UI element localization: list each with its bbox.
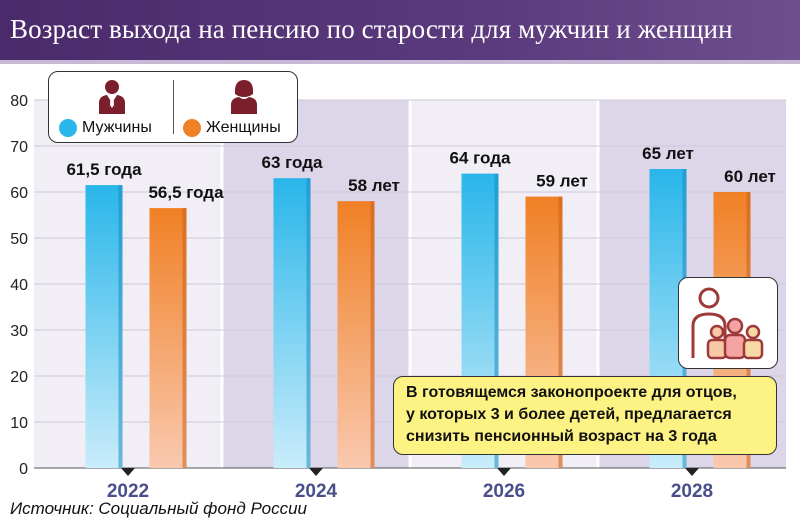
data-label-men-2026: 64 года [450, 149, 511, 168]
bar-women-2024 [337, 201, 375, 468]
legend-label-men: Мужчины [82, 119, 152, 136]
woman-icon [231, 80, 257, 114]
y-tick-label: 40 [10, 277, 28, 294]
x-category-label: 2028 [671, 481, 713, 502]
note-line-1: В готовящемся законопроекте для отцов, [406, 384, 737, 401]
x-tick-marker [121, 468, 135, 476]
bar-shade [558, 196, 563, 468]
title-bar: Возраст выхода на пенсию по старости для… [0, 0, 800, 60]
bar-shade [118, 185, 123, 468]
y-tick-label: 30 [10, 323, 28, 340]
x-tick-marker [309, 468, 323, 476]
note-box: В готовящемся законопроекте для отцов, у… [393, 376, 777, 455]
bar-shade [306, 178, 311, 468]
y-tick-label: 70 [10, 139, 28, 156]
legend-item-women: Женщины [183, 119, 281, 137]
page-title: Возраст выхода на пенсию по старости для… [10, 14, 733, 44]
man-icon [99, 80, 125, 114]
data-label-men-2022: 61,5 года [66, 160, 142, 179]
data-label-women-2026: 59 лет [536, 172, 588, 191]
family-icon [691, 287, 764, 360]
y-tick-label: 0 [19, 461, 28, 478]
bar-men-2022 [85, 185, 123, 468]
y-tick-label: 60 [10, 185, 28, 202]
x-category-label: 2024 [295, 481, 338, 502]
bar-men-2024 [273, 178, 311, 468]
y-tick-label: 20 [10, 369, 28, 386]
y-tick-label: 50 [10, 231, 28, 248]
title-underline [0, 60, 800, 64]
bar-women-2022 [149, 208, 187, 468]
bar-shade [494, 173, 499, 468]
source-note: Источник: Социальный фонд России [10, 499, 307, 518]
women-color-dot [183, 119, 201, 137]
x-category-label: 2022 [107, 481, 149, 502]
data-label-women-2022: 56,5 года [148, 183, 224, 202]
y-tick-label: 80 [10, 93, 28, 110]
legend-divider [173, 80, 174, 134]
data-label-men-2024: 63 года [262, 153, 323, 172]
note-line-2: у которых 3 и более детей, предлагается [406, 406, 732, 423]
legend-item-men: Мужчины [59, 119, 152, 137]
bar-shade [182, 208, 187, 468]
data-label-women-2024: 58 лет [348, 176, 400, 195]
men-color-dot [59, 119, 77, 137]
x-tick-marker [497, 468, 511, 476]
family-card [678, 277, 778, 369]
x-tick-marker [685, 468, 699, 476]
legend: Мужчины Женщины [48, 71, 298, 143]
bar-shade [370, 201, 375, 468]
x-category-label: 2026 [483, 481, 525, 502]
data-label-women-2028: 60 лет [724, 167, 776, 186]
y-tick-label: 10 [10, 415, 28, 432]
note-line-3: снизить пенсионный возраст на 3 года [406, 428, 717, 445]
legend-label-women: Женщины [206, 119, 281, 136]
data-label-men-2028: 65 лет [642, 144, 694, 163]
